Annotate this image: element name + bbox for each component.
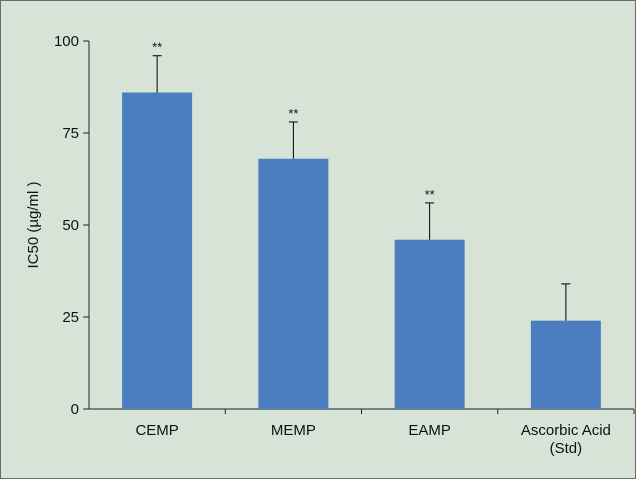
y-axis-title: IC50 (µg/ml ) (25, 182, 42, 269)
significance-mark: ** (425, 187, 435, 202)
x-tick-label: CEMP (135, 422, 178, 439)
bar-eamp (394, 239, 465, 409)
significance-marks-group: ** ** ** (152, 40, 435, 202)
y-tick-label: 75 (62, 125, 79, 142)
bar-ascorbic-acid-std- (530, 320, 601, 409)
x-tick-label: (Std) (550, 440, 583, 457)
y-tick-label: 0 (71, 401, 79, 418)
x-axis-ticks (224, 409, 635, 414)
x-tick-label: MEMP (271, 422, 316, 439)
y-tick-label: 100 (54, 33, 79, 50)
y-tick-label: 50 (62, 217, 79, 234)
x-tick-label: EAMP (408, 422, 451, 439)
significance-mark: ** (152, 40, 162, 55)
y-tick-label: 25 (62, 309, 79, 326)
x-tick-label: Ascorbic Acid (521, 422, 611, 439)
x-axis-labels: CEMP MEMP EAMP Ascorbic Acid(Std) (135, 422, 610, 457)
error-bars-group (152, 55, 571, 321)
bars-group (122, 92, 601, 410)
significance-mark: ** (288, 106, 298, 121)
y-axis-ticks: 0 25 50 75 100 (54, 33, 89, 418)
bar-memp (258, 158, 329, 409)
bar-cemp (122, 92, 193, 410)
